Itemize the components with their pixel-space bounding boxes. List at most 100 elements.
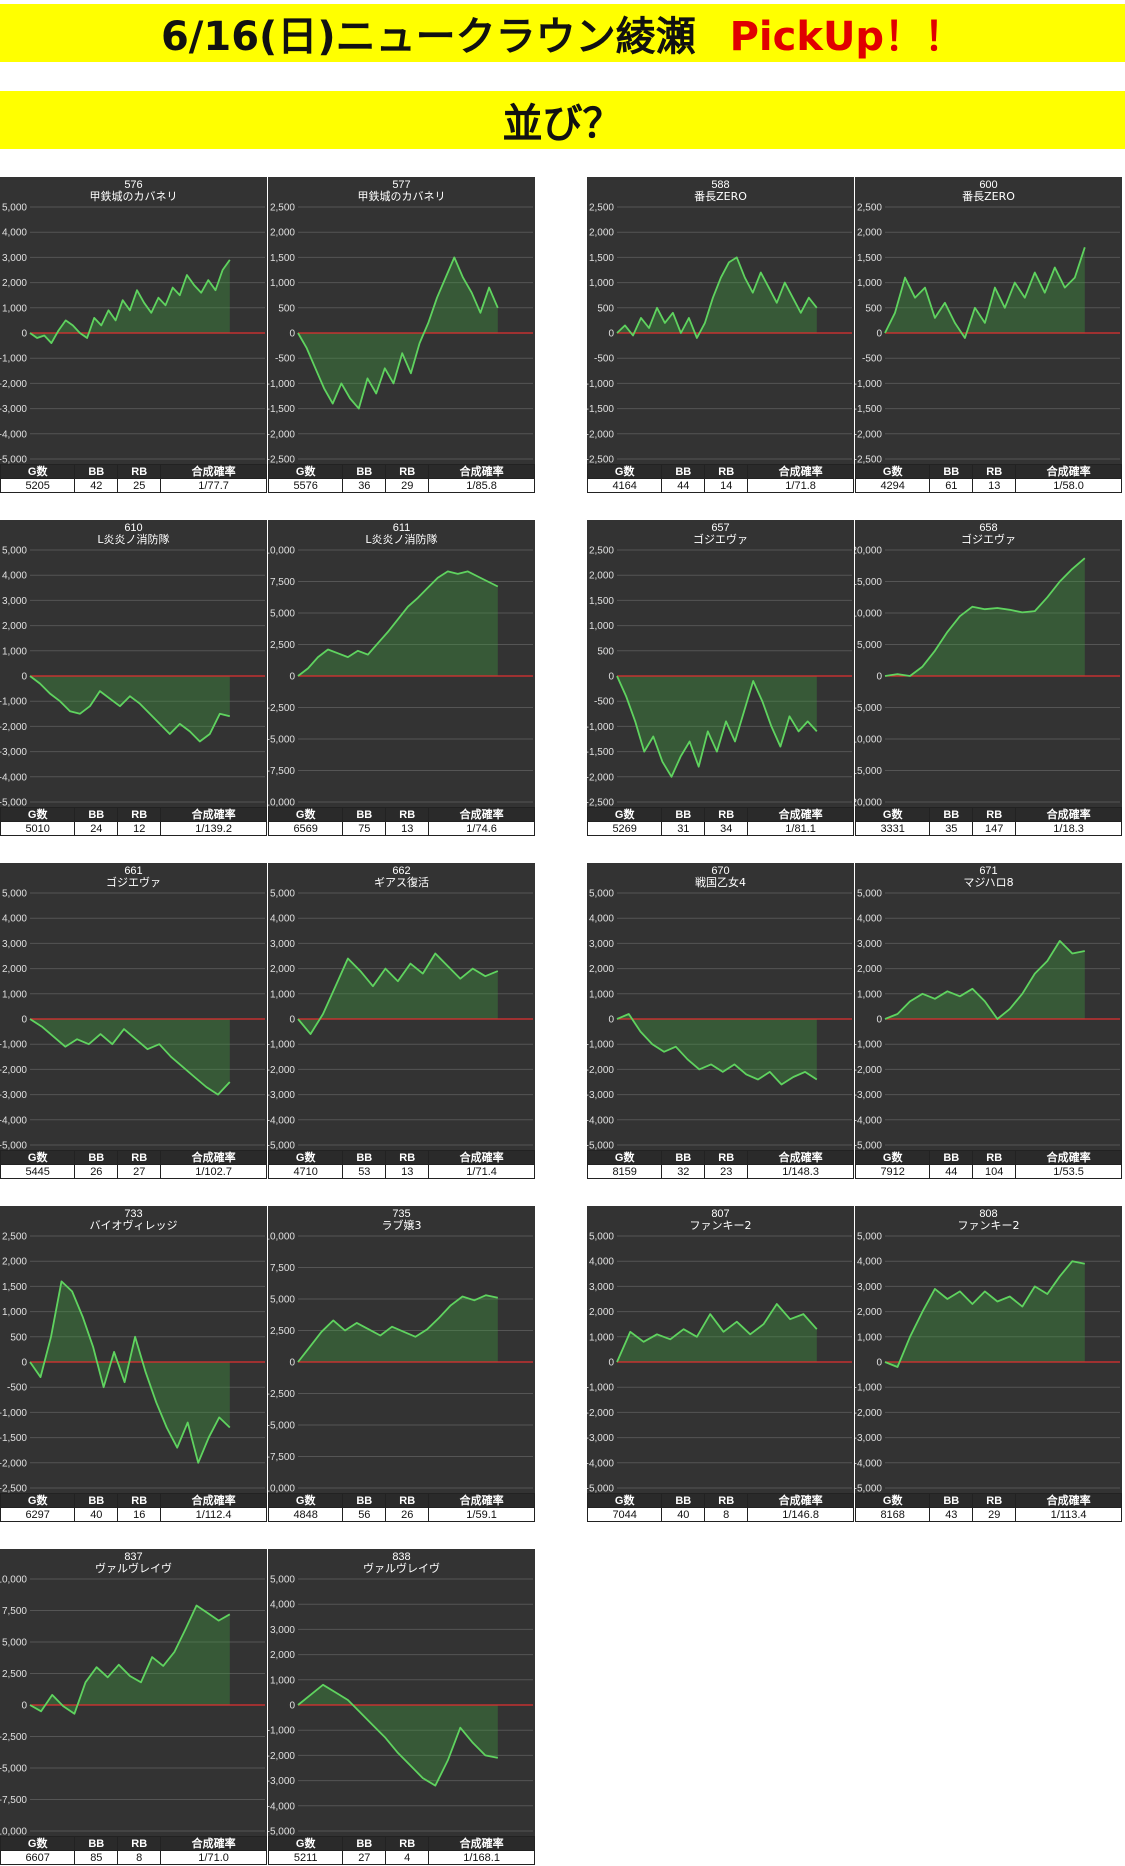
y-tick-label: 1,000 bbox=[589, 278, 614, 289]
stats-value-cell: 42 bbox=[74, 478, 119, 493]
y-tick-label: 2,000 bbox=[270, 1650, 295, 1661]
series-area bbox=[885, 247, 1085, 338]
chart-svg: 2,500 2,000 1,500 1,000 500 0 -500 -1,000 -1,500… bbox=[0, 1206, 267, 1493]
y-tick-label: 0 bbox=[876, 672, 882, 683]
stats-table: G数 BB RB 合成確率 8168 43 29 1/113.4 bbox=[854, 1493, 1122, 1522]
series-line bbox=[297, 256, 499, 410]
y-tick-label: -2,000 bbox=[587, 429, 614, 440]
stats-header-cell: BB bbox=[342, 464, 387, 479]
series-line bbox=[616, 256, 818, 339]
machine-title: ヴァルヴレイヴ bbox=[95, 1561, 172, 1575]
stats-value-cell: 8168 bbox=[854, 1507, 931, 1522]
y-tick-label: -2,000 bbox=[855, 429, 882, 440]
series-area bbox=[298, 1295, 498, 1362]
y-tick-label: 10,000 bbox=[268, 1232, 295, 1243]
stats-value-cell: 40 bbox=[74, 1507, 119, 1522]
stats-header-cell: G数 bbox=[0, 464, 76, 479]
stats-value-cell: 13 bbox=[972, 478, 1017, 493]
stats-table: G数 BB RB 合成確率 5010 24 12 1/139.2 bbox=[0, 807, 267, 836]
y-tick-label: -4,000 bbox=[855, 1115, 882, 1126]
stats-header-cell: 合成確率 bbox=[1015, 1150, 1122, 1165]
chart-background bbox=[0, 1206, 267, 1493]
stats-value-cell: 1/71.8 bbox=[747, 478, 854, 493]
series-area bbox=[885, 558, 1085, 676]
stats-value-cell: 61 bbox=[929, 478, 974, 493]
series-line bbox=[29, 1604, 231, 1715]
machine-title: ゴジエヴァ bbox=[961, 532, 1016, 546]
y-tick-label: -1,500 bbox=[587, 404, 614, 415]
chart-background bbox=[0, 1549, 267, 1836]
stats-header-cell: G数 bbox=[854, 464, 931, 479]
chart-panel: 2,500 2,000 1,500 1,000 500 0 -500 -1,000 -1,500… bbox=[0, 1206, 267, 1522]
y-tick-label: -2,000 bbox=[268, 429, 295, 440]
chart-panel: 20,000 15,000 10,000 5,000 0 -5,000 -10,000 -15… bbox=[854, 520, 1122, 836]
machine-title: 戦国乙女4 bbox=[695, 875, 746, 889]
machine-number: 661 bbox=[124, 865, 142, 877]
machine-number: 588 bbox=[711, 179, 729, 191]
chart-svg: 10,000 7,500 5,000 2,500 0 -2,500 -5,000 -7,500… bbox=[0, 1549, 267, 1836]
series-line bbox=[29, 675, 231, 743]
y-tick-label: -5,000 bbox=[0, 798, 27, 808]
stats-header-cell: BB bbox=[661, 1493, 706, 1508]
y-tick-label: -5,000 bbox=[268, 1421, 295, 1432]
y-tick-label: 5,000 bbox=[857, 1232, 882, 1243]
y-tick-label: 0 bbox=[21, 672, 27, 683]
y-tick-label: -2,500 bbox=[0, 1732, 27, 1743]
machine-number: 577 bbox=[392, 179, 410, 191]
chart-svg: 5,000 4,000 3,000 2,000 1,000 0 -1,000 -2,000 -3… bbox=[268, 1549, 535, 1836]
stats-header-cell: G数 bbox=[267, 464, 344, 479]
stats-value-cell: 4164 bbox=[586, 478, 663, 493]
machine-title: 番長ZERO bbox=[694, 190, 747, 203]
stats-value-cell: 12 bbox=[117, 821, 162, 836]
y-tick-label: 3,000 bbox=[270, 1625, 295, 1636]
y-tick-label: 500 bbox=[597, 646, 614, 657]
machine-number: 670 bbox=[711, 865, 729, 877]
stats-value-cell: 1/81.1 bbox=[747, 821, 854, 836]
stats-value-cell: 1/148.3 bbox=[747, 1164, 854, 1179]
y-tick-label: -3,000 bbox=[587, 1433, 614, 1444]
y-tick-label: 3,000 bbox=[2, 253, 27, 264]
chart-background bbox=[587, 1206, 854, 1493]
stats-value-cell: 31 bbox=[661, 821, 706, 836]
stats-table: G数 BB RB 合成確率 5576 36 29 1/85.8 bbox=[267, 464, 535, 493]
y-tick-label: 0 bbox=[21, 1701, 27, 1712]
y-tick-label: -2,500 bbox=[855, 455, 882, 465]
series-line bbox=[884, 247, 1086, 339]
y-tick-label: -5,000 bbox=[855, 703, 882, 714]
stats-value-cell: 6297 bbox=[0, 1507, 76, 1522]
y-tick-label: 1,500 bbox=[2, 1282, 27, 1293]
stats-header-cell: 合成確率 bbox=[1015, 464, 1122, 479]
chart-background bbox=[855, 177, 1122, 464]
stats-header-cell: 合成確率 bbox=[160, 1150, 267, 1165]
stats-value-cell: 8 bbox=[704, 1507, 749, 1522]
stats-value-cell: 26 bbox=[385, 1507, 430, 1522]
y-tick-label: -3,000 bbox=[0, 747, 27, 758]
series-area bbox=[298, 953, 498, 1035]
chart-panel: 10,000 7,500 5,000 2,500 0 -2,500 -5,000 -7,500… bbox=[0, 1549, 267, 1865]
stats-value-cell: 5205 bbox=[0, 478, 76, 493]
chart-svg: 5,000 4,000 3,000 2,000 1,000 0 -1,000 -2,000 -3… bbox=[0, 863, 267, 1150]
y-tick-label: -1,000 bbox=[587, 1040, 614, 1051]
machine-number: 735 bbox=[392, 1208, 410, 1220]
stats-header-cell: BB bbox=[929, 807, 974, 822]
chart-background bbox=[0, 863, 267, 1150]
stats-header-cell: G数 bbox=[586, 1150, 663, 1165]
y-tick-label: -5,000 bbox=[587, 1484, 614, 1494]
machine-title: L炎炎ノ消防隊 bbox=[97, 532, 169, 546]
y-tick-label: 4,000 bbox=[270, 914, 295, 925]
y-tick-label: -500 bbox=[594, 354, 614, 365]
stats-table: G数 BB RB 合成確率 5205 42 25 1/77.7 bbox=[0, 464, 267, 493]
stats-header-cell: 合成確率 bbox=[1015, 1493, 1122, 1508]
stats-value-cell: 8159 bbox=[586, 1164, 663, 1179]
y-tick-label: -5,000 bbox=[268, 1827, 295, 1837]
stats-table: G数 BB RB 合成確率 4164 44 14 1/71.8 bbox=[586, 464, 854, 493]
stats-header-cell: BB bbox=[342, 807, 387, 822]
y-tick-label: -4,000 bbox=[587, 1458, 614, 1469]
chart-panel: 2,500 2,000 1,500 1,000 500 0 -500 -1,000 -1,500… bbox=[586, 520, 854, 836]
y-tick-label: 5,000 bbox=[2, 1638, 27, 1649]
stats-table: G数 BB RB 合成確率 4294 61 13 1/58.0 bbox=[854, 464, 1122, 493]
series-area bbox=[30, 1281, 230, 1463]
machine-number: 671 bbox=[979, 865, 997, 877]
stats-value-cell: 1/74.6 bbox=[428, 821, 535, 836]
y-tick-label: -3,000 bbox=[855, 1433, 882, 1444]
